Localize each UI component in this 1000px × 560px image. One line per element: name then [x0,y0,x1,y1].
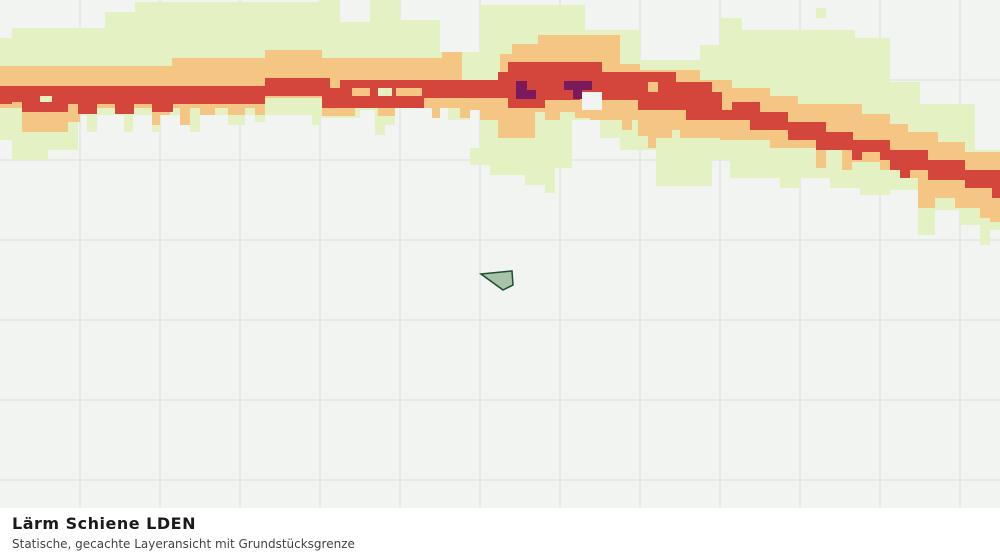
parcel-boundary [478,270,514,291]
caption-title: Lärm Schiene LDEN [12,514,196,533]
noise-gaps [40,82,658,110]
noise-zone-very-high [516,81,592,99]
caption: Lärm Schiene LDEN Statische, gecachte La… [0,508,1000,560]
noise-zone-medium [0,35,1000,222]
caption-subtitle: Statische, gecachte Layeransicht mit Gru… [12,537,355,551]
map [0,0,1000,508]
noise-zone-high [0,62,1000,198]
